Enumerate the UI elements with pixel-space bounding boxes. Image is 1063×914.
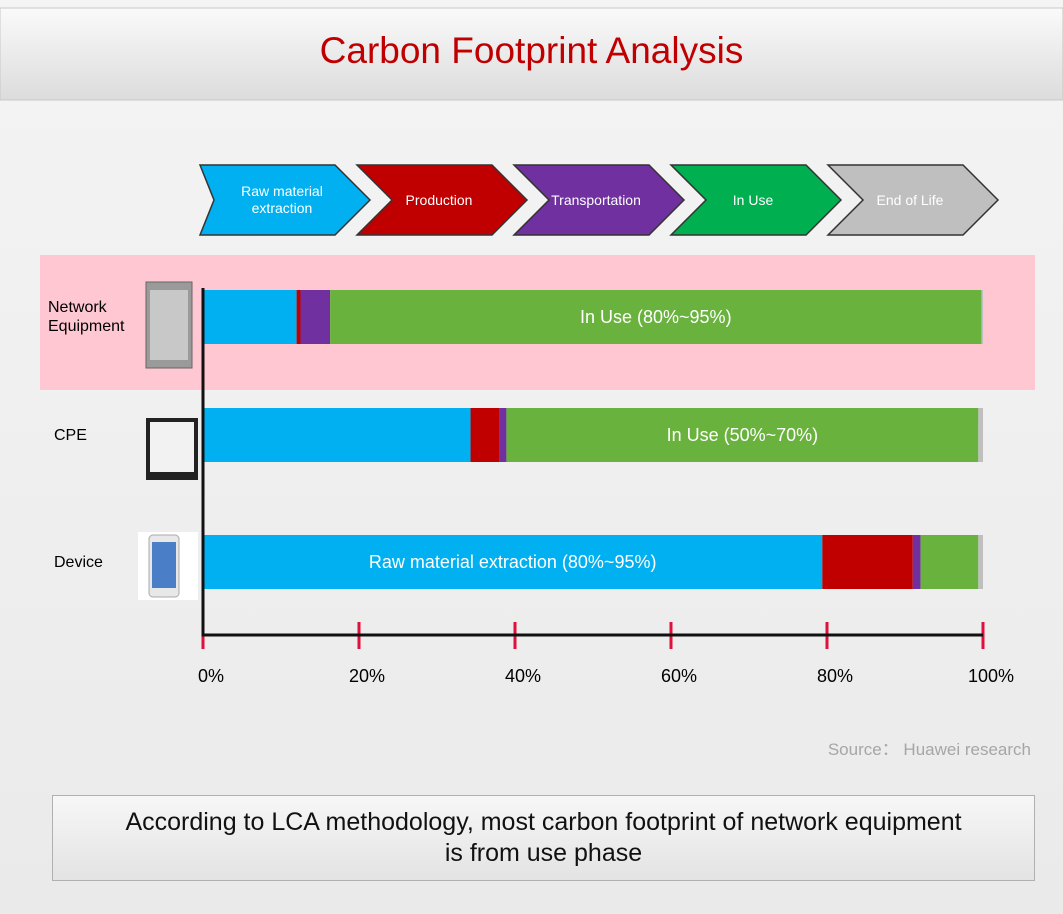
legend-label: Production <box>405 191 473 208</box>
legend-label: Transportation <box>551 191 641 208</box>
category-label: Network Equipment <box>48 299 125 335</box>
conclusion-box: According to LCA methodology, most carbo… <box>52 795 1035 881</box>
device-icon <box>138 532 198 600</box>
bar-segment <box>822 535 913 589</box>
bar-segment <box>300 290 331 344</box>
bar-segment <box>981 290 983 344</box>
bar-segment <box>203 408 471 462</box>
legend-label: Raw material extraction <box>241 183 323 216</box>
bar-segment <box>978 535 983 589</box>
network-equipment-icon <box>145 281 193 369</box>
legend-chevron <box>355 164 529 236</box>
source: Source： Huawei research <box>827 740 1031 759</box>
chart-title: Carbon Footprint Analysis <box>319 30 744 71</box>
cpe-icon <box>146 418 198 480</box>
bar-segment <box>470 408 500 462</box>
x-tick-label: 100% <box>967 666 1015 686</box>
legend-chevron <box>198 164 372 236</box>
bar-segment <box>330 290 982 344</box>
legend-label: In Use <box>732 191 774 208</box>
bar-annotation: In Use (80%~95%) <box>579 306 732 327</box>
x-tick-label: 20% <box>348 666 386 686</box>
x-tick-label: 40% <box>504 666 542 686</box>
bar-segment <box>203 535 823 589</box>
legend-chevron <box>512 164 686 236</box>
legend-chevron <box>826 164 1000 236</box>
bar-segment <box>506 408 979 462</box>
header-band <box>0 7 1063 101</box>
bar-segment <box>912 535 921 589</box>
bar-segment <box>920 535 979 589</box>
x-tick-label: 60% <box>660 666 698 686</box>
x-tick-label: 0% <box>197 666 224 686</box>
bar-annotation: In Use (50%~70%) <box>666 424 819 445</box>
legend-chevron <box>669 164 843 236</box>
bar-segment <box>978 408 983 462</box>
x-tick-label: 80% <box>816 666 854 686</box>
category-label: CPE <box>54 426 87 444</box>
bar-segment <box>296 290 301 344</box>
legend-label: End of Life <box>876 191 944 208</box>
bar-segment <box>499 408 507 462</box>
bar-segment <box>203 290 297 344</box>
category-label: Device <box>54 553 103 571</box>
bar-annotation: Raw material extraction (80%~95%) <box>368 551 657 572</box>
